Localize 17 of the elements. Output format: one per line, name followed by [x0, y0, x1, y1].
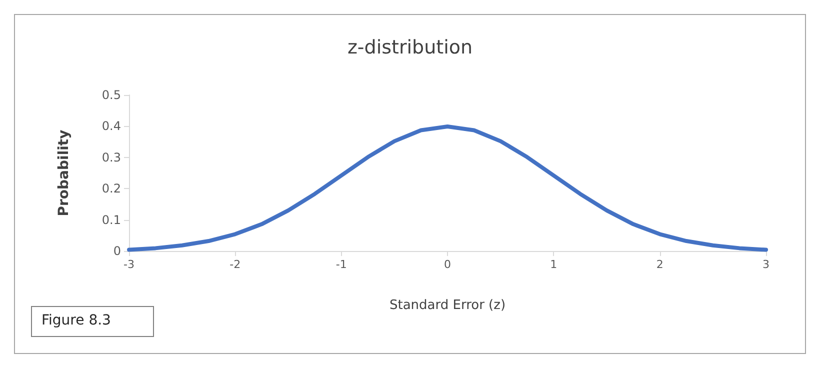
x-tick-label: 3: [762, 258, 770, 271]
y-tick-label: 0: [113, 244, 121, 258]
y-tick-label: 0.2: [102, 182, 121, 196]
y-tick-label: 0.4: [102, 119, 121, 134]
y-tick-label: 0.1: [102, 212, 121, 227]
x-tick-label: 1: [550, 258, 558, 271]
x-tick-label: -1: [336, 258, 347, 271]
x-tick-label: -3: [124, 258, 134, 271]
chart-title: z-distribution: [347, 36, 473, 58]
x-axis-title: Standard Error (z): [389, 298, 506, 313]
y-tick-label: 0.3: [102, 150, 121, 164]
y-tick-label: 0.5: [102, 88, 121, 102]
x-tick-label: 2: [656, 258, 664, 271]
x-tick-label: 0: [444, 258, 451, 271]
x-tick-label: -2: [230, 258, 241, 271]
caption: Figure 8.3: [42, 312, 111, 328]
y-axis-title: Probability: [56, 130, 72, 216]
